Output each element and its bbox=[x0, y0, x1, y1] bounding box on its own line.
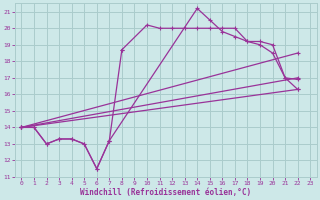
X-axis label: Windchill (Refroidissement éolien,°C): Windchill (Refroidissement éolien,°C) bbox=[80, 188, 252, 197]
